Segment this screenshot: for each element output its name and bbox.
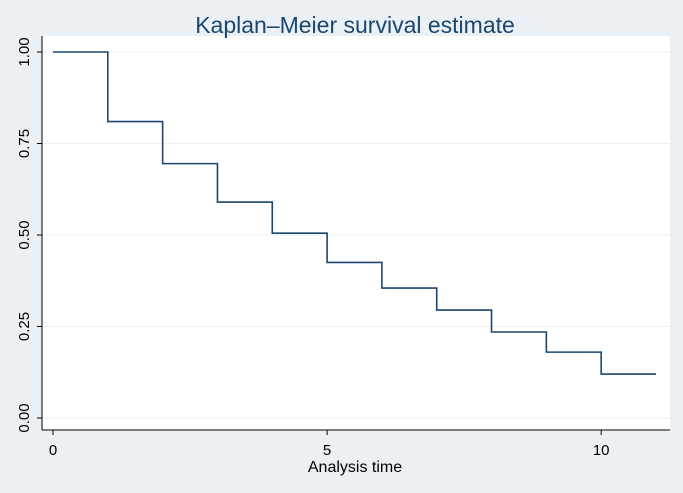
plot-area — [42, 36, 670, 430]
survival-series — [53, 51, 656, 375]
survival-step-line-0 — [53, 51, 656, 375]
grid-lines — [42, 51, 670, 419]
chart-title: Kaplan–Meier survival estimate — [195, 12, 515, 38]
y-tick-label-0: 0.00 — [16, 403, 33, 432]
y-tick-label-4: 1.00 — [16, 37, 33, 66]
x-tick-label-0: 0 — [49, 442, 57, 459]
tick-labels: 0.00 0.25 0.50 0.75 1.00 0 5 10 — [16, 37, 610, 459]
x-tick-label-1: 5 — [323, 442, 331, 459]
x-axis-label: Analysis time — [308, 459, 402, 476]
axes — [41, 36, 670, 431]
y-tick-label-2: 0.50 — [16, 220, 33, 249]
y-tick-label-3: 0.75 — [16, 129, 33, 158]
y-tick-label-1: 0.25 — [16, 312, 33, 341]
x-tick-label-2: 10 — [593, 442, 610, 459]
